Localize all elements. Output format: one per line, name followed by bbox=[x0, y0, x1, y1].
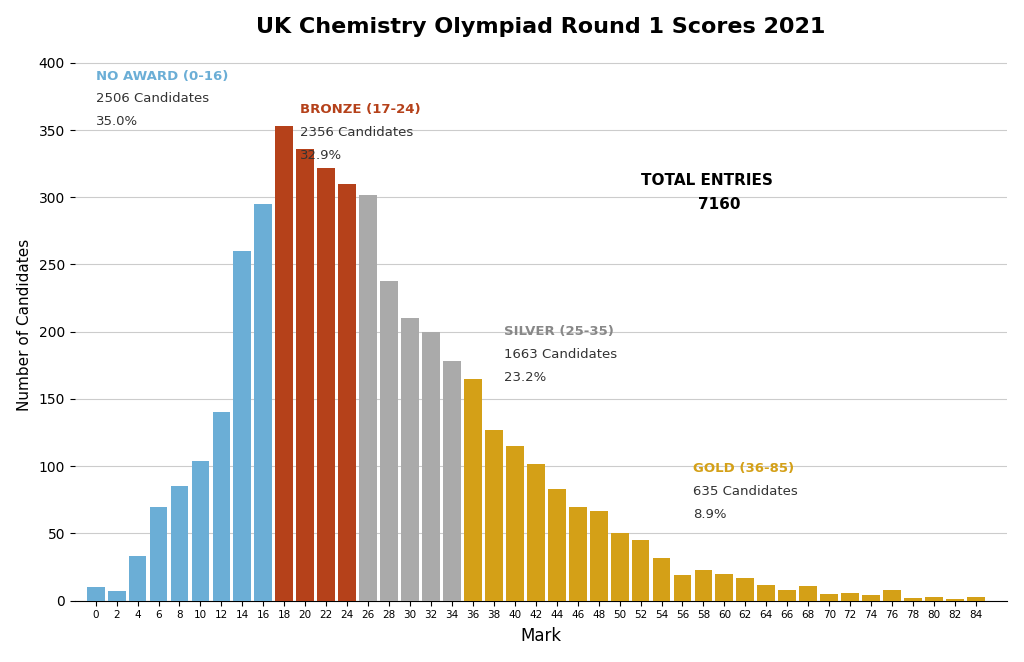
Y-axis label: Number of Candidates: Number of Candidates bbox=[16, 239, 32, 411]
Bar bbox=[778, 590, 797, 600]
Text: 635 Candidates: 635 Candidates bbox=[693, 485, 798, 498]
Text: SILVER (25-35): SILVER (25-35) bbox=[505, 325, 614, 338]
Bar bbox=[464, 379, 482, 600]
Bar bbox=[129, 556, 146, 600]
Bar bbox=[317, 167, 335, 600]
Bar bbox=[401, 318, 419, 600]
Bar bbox=[527, 463, 545, 600]
Bar bbox=[674, 575, 691, 600]
Bar bbox=[632, 540, 649, 600]
Bar bbox=[758, 585, 775, 600]
Bar bbox=[233, 251, 251, 600]
Text: 23.2%: 23.2% bbox=[505, 371, 547, 384]
Text: 8.9%: 8.9% bbox=[693, 508, 726, 521]
Bar bbox=[610, 534, 629, 600]
Text: BRONZE (17-24): BRONZE (17-24) bbox=[300, 103, 421, 116]
Text: 1663 Candidates: 1663 Candidates bbox=[505, 348, 617, 361]
Bar bbox=[87, 587, 104, 600]
Text: 2356 Candidates: 2356 Candidates bbox=[300, 126, 414, 139]
Bar bbox=[443, 361, 461, 600]
Bar bbox=[275, 126, 293, 600]
Bar bbox=[506, 446, 523, 600]
X-axis label: Mark: Mark bbox=[520, 628, 561, 645]
Bar bbox=[568, 506, 587, 600]
Bar bbox=[254, 204, 272, 600]
Bar bbox=[904, 598, 922, 600]
Bar bbox=[590, 510, 607, 600]
Bar bbox=[946, 599, 964, 600]
Bar bbox=[485, 430, 503, 600]
Bar bbox=[862, 595, 880, 600]
Text: 2506 Candidates: 2506 Candidates bbox=[95, 93, 209, 105]
Text: 32.9%: 32.9% bbox=[300, 149, 342, 162]
Bar bbox=[213, 412, 230, 600]
Bar bbox=[171, 487, 188, 600]
Bar bbox=[359, 195, 377, 600]
Text: GOLD (36-85): GOLD (36-85) bbox=[693, 462, 794, 475]
Bar bbox=[820, 594, 838, 600]
Text: 7160: 7160 bbox=[698, 197, 740, 213]
Bar bbox=[338, 184, 356, 600]
Bar bbox=[736, 578, 755, 600]
Title: UK Chemistry Olympiad Round 1 Scores 2021: UK Chemistry Olympiad Round 1 Scores 202… bbox=[256, 17, 825, 36]
Bar bbox=[422, 332, 440, 600]
Bar bbox=[800, 586, 817, 600]
Text: NO AWARD (0-16): NO AWARD (0-16) bbox=[95, 70, 228, 83]
Bar bbox=[925, 596, 943, 600]
Bar bbox=[548, 489, 565, 600]
Bar bbox=[883, 590, 901, 600]
Text: TOTAL ENTRIES: TOTAL ENTRIES bbox=[641, 173, 772, 188]
Bar bbox=[716, 574, 733, 600]
Bar bbox=[694, 570, 713, 600]
Bar bbox=[380, 281, 398, 600]
Bar bbox=[150, 506, 168, 600]
Bar bbox=[191, 461, 209, 600]
Bar bbox=[296, 149, 314, 600]
Bar bbox=[108, 591, 126, 600]
Text: 35.0%: 35.0% bbox=[95, 115, 138, 128]
Bar bbox=[652, 557, 671, 600]
Bar bbox=[967, 596, 985, 600]
Bar bbox=[842, 592, 859, 600]
